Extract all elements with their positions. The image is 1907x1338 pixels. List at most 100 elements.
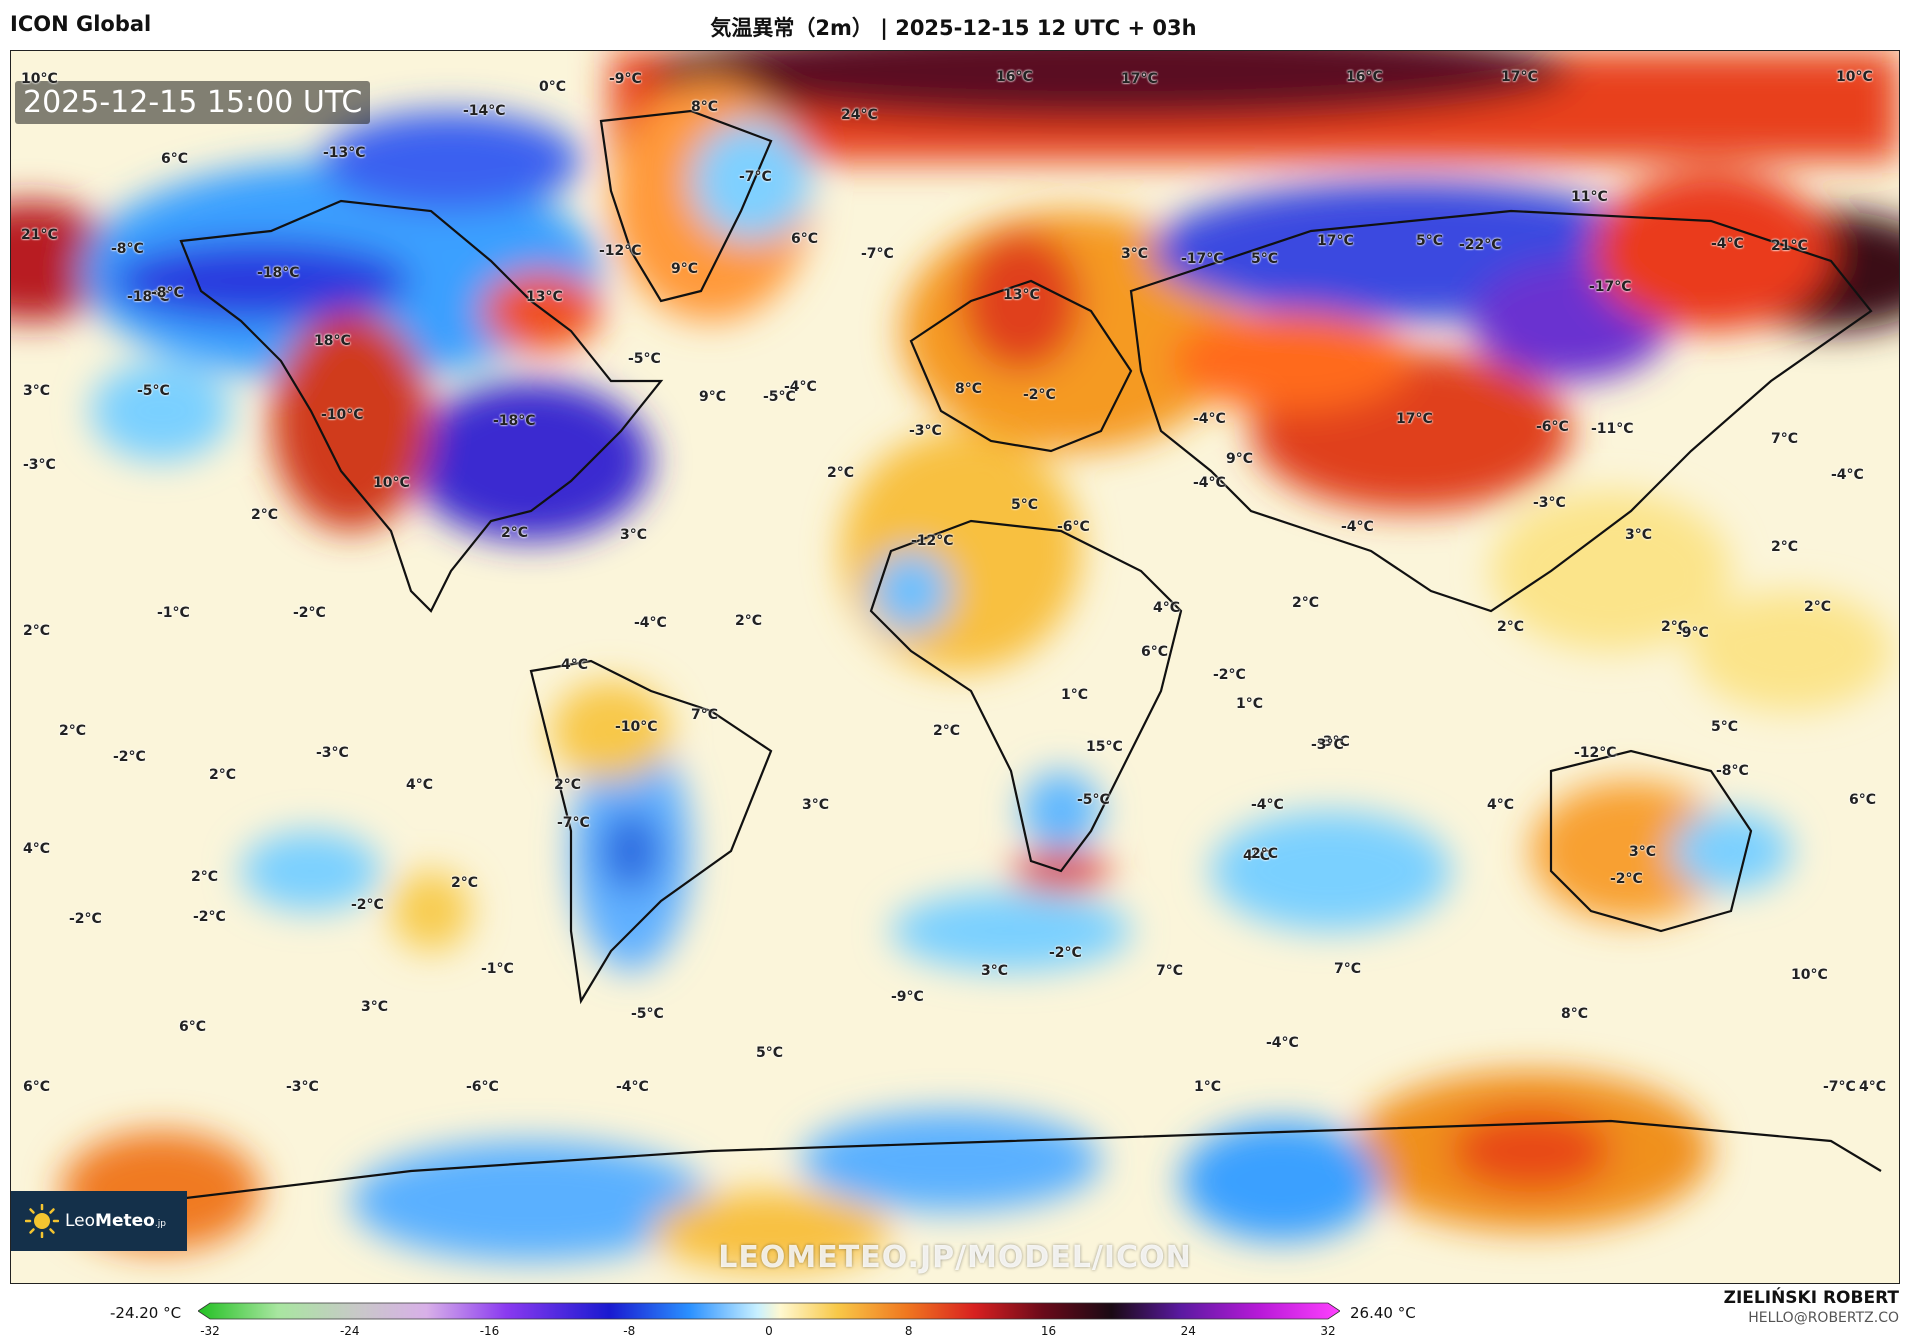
colorbar-tick: -24 [339,1324,360,1338]
temp-anomaly-label: 16°C [996,69,1033,85]
temp-anomaly-label: 2°C [1251,846,1279,862]
temp-anomaly-label: 8°C [691,99,719,115]
temp-anomaly-label: 3°C [1629,844,1657,860]
colorbar-tick: -8 [623,1324,636,1338]
temp-anomaly-label: -4°C [784,379,817,395]
temp-anomaly-label: 5°C [1416,233,1444,249]
temp-anomaly-label: 6°C [1849,792,1877,808]
temp-anomaly-label: -4°C [616,1079,649,1095]
temp-anomaly-label: -4°C [1831,467,1864,483]
temp-anomaly-label: 6°C [161,151,189,167]
temp-anomaly-label: -12°C [911,533,954,549]
temp-anomaly-label: 4°C [561,657,589,673]
temp-anomaly-label: 2°C [1771,539,1799,555]
temp-anomaly-label: 6°C [179,1019,207,1035]
temp-anomaly-label: 4°C [23,841,51,857]
coastlines [160,109,1882,1203]
temp-anomaly-label: -8°C [111,241,144,257]
watermark: LEOMETEO.JP/MODEL/ICON [718,1240,1192,1275]
temp-anomaly-label: 5°C [756,1045,784,1061]
temp-anomaly-label: 1°C [1236,696,1264,712]
temp-anomaly-label: 4°C [1153,600,1181,616]
temp-anomaly-label: 2°C [251,507,279,523]
sun-icon [24,1203,60,1239]
temp-anomaly-label: -2°C [1023,387,1056,403]
temp-anomaly-label: 1°C [1194,1079,1222,1095]
temp-anomaly-label: 7°C [1334,961,1362,977]
temp-anomaly-label: -5°C [137,383,170,399]
colorbar [198,1302,1340,1320]
temp-anomaly-label: 1°C [1061,687,1089,703]
temp-anomaly-label: 2°C [735,613,763,629]
temp-anomaly-label: 2°C [1292,595,1320,611]
temp-anomaly-label: 6°C [1141,644,1169,660]
temp-anomaly-label: -11°C [1591,421,1634,437]
temp-anomaly-label: 3°C [1121,246,1149,262]
colorbar-tick: 8 [904,1324,913,1338]
temp-anomaly-label: 16°C [1346,69,1383,85]
temp-anomaly-label: -4°C [1711,236,1744,252]
temp-anomaly-label: -2°C [1213,667,1246,683]
temp-anomaly-label: -17°C [1181,251,1224,267]
temp-anomaly-label: 2°C [209,767,237,783]
temp-anomaly-label: 17°C [1121,71,1158,87]
temp-anomaly-label: 17°C [1396,411,1433,427]
temp-anomaly-label: 2°C [501,525,529,541]
temp-anomaly-label: -7°C [557,815,590,831]
temp-anomaly-label: 2°C [827,465,855,481]
temp-anomaly-label: -4°C [1341,519,1374,535]
temp-anomaly-label: -2°C [193,909,226,925]
temp-anomaly-label: -2°C [1610,871,1643,887]
colorbar-tick: 16 [1040,1324,1057,1338]
temp-anomaly-label: -14°C [463,103,506,119]
footer: -24.20 °C [0,1282,1907,1338]
temp-anomaly-label: 3°C [1625,527,1653,543]
temp-anomaly-label: -2°C [69,911,102,927]
anomaly-map[interactable]: 2025-12-15 15:00 UTC 10°C 0°C -9°C -14°C 8°C… [10,50,1900,1284]
temp-anomaly-label: -2°C [113,749,146,765]
logo-text: LeoMeteo.jp [65,1211,166,1231]
temp-anomaly-label: -5°C [763,389,796,405]
map-title: 気温異常（2m） | 2025-12-15 12 UTC + 03h [710,16,1197,40]
temp-anomaly-label: -1°C [157,605,190,621]
temp-anomaly-label: -22°C [1459,237,1502,253]
temp-anomaly-label: 10°C [1836,69,1873,85]
temp-anomaly-label: -3°C [1533,495,1566,511]
temp-anomaly-label: 4°C [1859,1079,1887,1095]
header: ICON Global 気温異常（2m） | 2025-12-15 12 UTC… [0,0,1907,50]
temp-anomaly-label: 2°C [1497,619,1525,635]
temp-anomaly-label: -4°C [1251,797,1284,813]
temp-anomaly-label: -2°C [293,605,326,621]
temp-anomaly-label: -7°C [739,169,772,185]
temp-anomaly-label: -13°C [323,145,366,161]
valid-time-badge: 2025-12-15 15:00 UTC [15,81,371,124]
temp-anomaly-label: 17°C [1501,69,1538,85]
colorbar-tick: -32 [200,1324,220,1338]
temp-anomaly-label: 8°C [955,381,983,397]
author-name: ZIELIŃSKI ROBERT [1723,1288,1899,1308]
temp-anomaly-label: -2°C [351,897,384,913]
colorbar-tick: 24 [1180,1324,1196,1338]
temp-anomaly-label: 0°C [539,79,567,95]
temp-anomaly-label: -9°C [891,989,924,1005]
temp-anomaly-label: -10°C [321,407,364,423]
temp-anomaly-label: -18°C [493,413,536,429]
temp-anomaly-label: 2°C [191,869,219,885]
temp-anomaly-label: -4°C [634,615,667,631]
colorbar-tick: 0 [765,1324,773,1338]
author-email[interactable]: HELLO@ROBERTZ.CO [1748,1310,1899,1326]
leometeo-logo[interactable]: LeoMeteo.jp [11,1191,187,1251]
temp-anomaly-label: 7°C [691,707,719,723]
temp-anomaly-label: 3°C [23,383,51,399]
temp-anomaly-label: -5°C [631,1006,664,1022]
temp-anomaly-label: 7°C [1156,963,1184,979]
temp-anomaly-label: 13°C [1003,287,1040,303]
temp-anomaly-label: 10°C [1791,967,1828,983]
temp-anomaly-label: -5°C [628,351,661,367]
temp-anomaly-label: 4°C [406,777,434,793]
temp-anomaly-label: -3°C [286,1079,319,1095]
temp-anomaly-label: 10°C [21,71,58,87]
colorbar-tick: 32 [1320,1324,1336,1338]
temp-anomaly-label: -9°C [1676,625,1709,641]
temp-anomaly-label: -12°C [1574,745,1617,761]
